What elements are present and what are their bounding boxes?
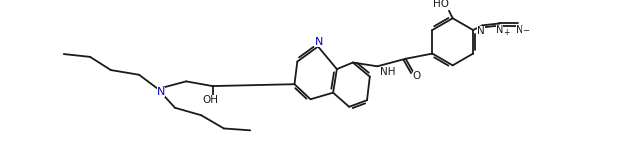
- Text: N: N: [157, 87, 165, 97]
- Text: N: N: [496, 25, 503, 35]
- Text: N: N: [476, 26, 485, 36]
- Text: HO: HO: [433, 0, 449, 9]
- Text: NH: NH: [380, 67, 396, 77]
- Text: +: +: [503, 28, 509, 37]
- Text: N: N: [315, 37, 323, 47]
- Text: O: O: [413, 71, 421, 81]
- Text: OH: OH: [203, 95, 218, 105]
- Text: −: −: [522, 26, 529, 35]
- Text: N: N: [517, 25, 524, 35]
